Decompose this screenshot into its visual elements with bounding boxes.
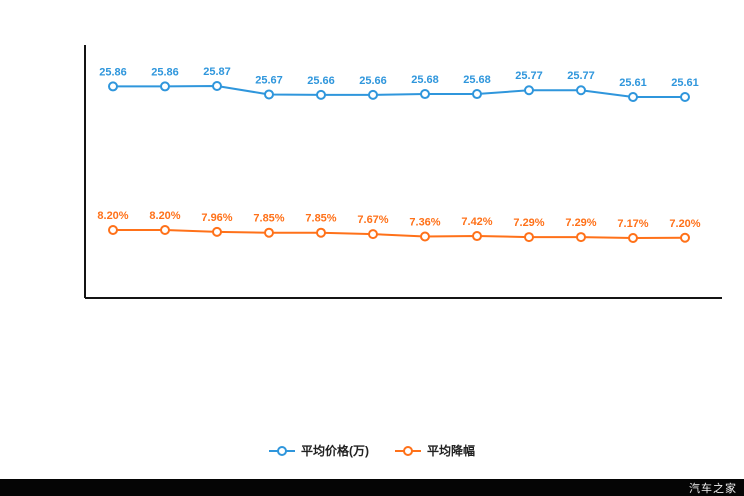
data-point-label: 7.29% xyxy=(565,217,596,229)
data-point-marker xyxy=(160,81,170,92)
data-point-marker xyxy=(524,232,534,243)
data-point-marker xyxy=(628,233,638,243)
data-point-marker xyxy=(420,231,430,242)
data-point-label: 7.85% xyxy=(305,213,336,225)
legend-marker-icon xyxy=(268,445,295,456)
legend-marker-icon xyxy=(394,445,421,456)
data-point-marker xyxy=(680,92,690,102)
legend-item-0[interactable]: 平均价格(万) xyxy=(268,442,369,459)
data-point-marker xyxy=(160,225,170,235)
series-line-1 xyxy=(113,229,686,239)
data-point-label: 25.61 xyxy=(671,77,699,89)
watermark-bar: 汽车之家 xyxy=(0,479,744,496)
data-point-marker xyxy=(680,232,690,243)
data-point-marker xyxy=(576,85,586,96)
data-point-marker xyxy=(368,229,378,240)
legend-label: 平均价格(万) xyxy=(300,444,369,458)
data-point-label: 25.87 xyxy=(203,66,231,78)
watermark-text: 汽车之家 xyxy=(689,482,737,495)
data-point-label: 25.77 xyxy=(567,70,595,82)
data-point-marker xyxy=(212,81,222,91)
data-point-marker xyxy=(316,227,326,238)
data-point-label: 7.20% xyxy=(669,218,700,230)
data-point-label: 8.20% xyxy=(97,210,128,222)
data-point-marker xyxy=(368,89,378,100)
data-point-marker xyxy=(108,225,118,235)
data-point-label: 25.86 xyxy=(151,66,179,78)
data-point-marker xyxy=(472,231,482,242)
data-point-label: 25.68 xyxy=(463,74,491,86)
legend-label: 平均降幅 xyxy=(426,444,475,458)
data-point-marker xyxy=(316,89,326,100)
data-point-marker xyxy=(628,92,638,102)
data-point-marker xyxy=(420,89,430,100)
line-chart: 25.86 25.86 25.87 25.67 25.66 25.66 25.68 25.68… xyxy=(84,45,722,299)
data-point-label: 25.67 xyxy=(255,74,283,86)
data-point-label: 7.29% xyxy=(513,217,544,229)
data-point-marker xyxy=(472,89,482,100)
data-point-label: 25.86 xyxy=(99,66,127,78)
data-point-marker xyxy=(212,226,222,237)
data-point-label: 7.17% xyxy=(617,218,648,230)
chart-legend: 平均价格(万) 平均降幅 xyxy=(0,442,744,459)
data-point-marker xyxy=(264,89,274,100)
data-point-label: 7.36% xyxy=(409,217,440,229)
series-line-0 xyxy=(113,85,685,98)
data-point-label: 8.20% xyxy=(149,210,180,222)
data-point-label: 7.96% xyxy=(201,212,232,224)
data-point-marker xyxy=(524,85,534,96)
data-point-label: 7.67% xyxy=(357,214,388,226)
data-point-label: 7.85% xyxy=(253,213,284,225)
data-point-marker xyxy=(108,81,118,92)
data-point-marker xyxy=(576,232,586,243)
data-point-label: 25.61 xyxy=(619,77,647,89)
data-point-marker xyxy=(264,227,274,238)
data-point-label: 25.66 xyxy=(307,75,335,87)
data-point-label: 25.77 xyxy=(515,70,543,82)
legend-item-1[interactable]: 平均降幅 xyxy=(394,442,475,459)
data-point-label: 7.42% xyxy=(461,216,492,228)
data-point-label: 25.66 xyxy=(359,75,387,87)
data-point-label: 25.68 xyxy=(411,74,439,86)
